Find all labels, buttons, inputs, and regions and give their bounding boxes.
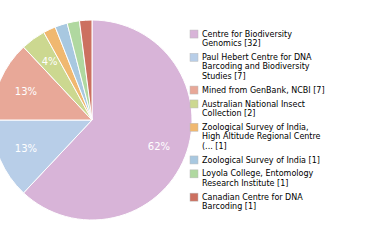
pie-labels: 62% 13% 13% 4%: [15, 56, 170, 154]
legend-entry: Centre for BiodiversityGenomics [32]: [190, 30, 292, 48]
legend-label: Loyola College, EntomologyResearch Insti…: [202, 169, 313, 187]
chart: 62% 13% 13% 4% Centre for BiodiversityGenomi…: [0, 0, 380, 240]
legend-entry: Mined from GenBank, NCBI [7]: [190, 86, 325, 95]
legend-entry: Zoological Survey of India,High Altitude…: [190, 123, 321, 151]
chart-container: 62% 13% 13% 4% Centre for BiodiversityGenomi…: [0, 0, 380, 240]
legend-swatch: [190, 170, 198, 178]
legend-label: Zoological Survey of India [1]: [202, 156, 320, 165]
data-label: 62%: [148, 141, 170, 152]
legend-swatch: [190, 30, 198, 38]
pie: [0, 20, 192, 220]
data-label: 4%: [42, 56, 58, 67]
legend-label: Australian National InsectCollection [2]: [202, 100, 305, 118]
legend-entry: Australian National InsectCollection [2]: [190, 100, 305, 118]
legend-swatch: [190, 100, 198, 108]
pie-slice: [67, 21, 92, 120]
legend-label: Mined from GenBank, NCBI [7]: [202, 86, 325, 95]
data-label: 13%: [15, 143, 37, 154]
legend-swatch: [190, 53, 198, 61]
legend-label: Paul Hebert Centre for DNABarcoding and …: [202, 53, 312, 81]
legend: Centre for BiodiversityGenomics [32] Paul…: [190, 30, 325, 212]
pie-slice: [79, 20, 92, 120]
legend-entry: Loyola College, EntomologyResearch Insti…: [190, 169, 313, 187]
legend-label: Centre for BiodiversityGenomics [32]: [202, 30, 292, 48]
legend-swatch: [190, 86, 198, 94]
legend-label: Zoological Survey of India,High Altitude…: [202, 123, 321, 151]
legend-swatch: [190, 123, 198, 131]
legend-entry: Zoological Survey of India [1]: [190, 156, 320, 165]
legend-swatch: [190, 156, 198, 164]
legend-entry: Paul Hebert Centre for DNABarcoding and …: [190, 53, 312, 81]
legend-swatch: [190, 193, 198, 201]
pie-slice: [0, 120, 92, 193]
data-label: 13%: [15, 86, 37, 97]
legend-label: Canadian Centre for DNABarcoding [1]: [202, 193, 303, 211]
legend-entry: Canadian Centre for DNABarcoding [1]: [190, 193, 303, 211]
